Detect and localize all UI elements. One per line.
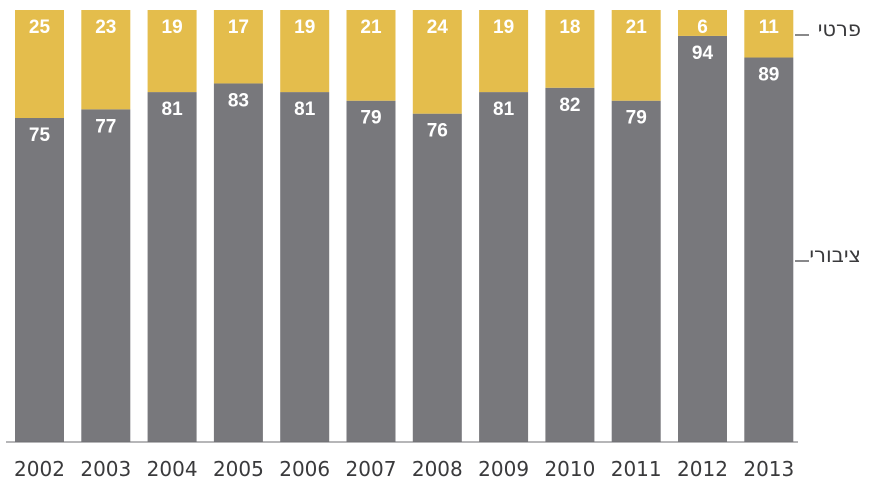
x-tick-label-2002: 2002 xyxy=(14,457,65,479)
bar-private-2010 xyxy=(545,10,595,88)
bar-public-2004 xyxy=(147,92,197,442)
bar-public-2013 xyxy=(744,57,794,443)
bar-public-2002 xyxy=(15,118,64,442)
bar-public-2007 xyxy=(346,100,396,442)
x-tick-label-2009: 2009 xyxy=(478,457,529,479)
bar-public-2003 xyxy=(81,109,131,443)
bar-private-2006 xyxy=(280,10,330,93)
bar-private-2007 xyxy=(346,10,396,101)
legend-label-private: פרטי xyxy=(818,17,861,41)
x-tick-label-2005: 2005 xyxy=(213,457,264,479)
legend-label-public: ציבורי xyxy=(809,243,861,267)
bar-public-2008 xyxy=(412,113,462,443)
data-label-private-2002: 25 xyxy=(29,17,51,38)
bar-public-2005 xyxy=(213,83,263,442)
bar-private-2005 xyxy=(213,10,263,84)
data-label-public-2009: 81 xyxy=(493,99,515,120)
bar-private-2002 xyxy=(15,10,64,118)
data-label-private-2013: 11 xyxy=(759,17,780,38)
bar-private-2012 xyxy=(678,10,727,36)
data-label-private-2008: 24 xyxy=(427,17,449,38)
data-label-public-2012: 94 xyxy=(692,43,714,64)
data-label-private-2003: 23 xyxy=(95,17,116,38)
data-label-private-2006: 19 xyxy=(294,17,315,38)
bar-private-2011 xyxy=(611,10,661,101)
data-label-private-2004: 19 xyxy=(162,17,183,38)
data-label-public-2004: 81 xyxy=(162,99,184,120)
data-label-public-2003: 77 xyxy=(95,116,116,137)
data-label-public-2006: 81 xyxy=(294,99,316,120)
data-label-private-2009: 19 xyxy=(493,17,514,38)
data-label-private-2012: 6 xyxy=(697,17,708,38)
data-label-public-2013: 89 xyxy=(758,65,779,86)
bar-private-2013 xyxy=(744,10,794,58)
x-tick-label-2010: 2010 xyxy=(544,457,595,479)
x-tick-label-2011: 2011 xyxy=(611,457,662,479)
data-label-public-2007: 79 xyxy=(360,108,381,129)
x-tick-label-2004: 2004 xyxy=(147,457,198,479)
bar-public-2009 xyxy=(479,92,529,442)
x-tick-label-2006: 2006 xyxy=(279,457,330,479)
x-tick-labels: 2002 2003 2004 2005 2006 2007 2008 2009 2010 2011… xyxy=(14,457,794,479)
data-label-public-2011: 79 xyxy=(626,108,647,129)
bar-public-2006 xyxy=(280,92,330,442)
x-tick-label-2003: 2003 xyxy=(80,457,131,479)
data-label-private-2010: 18 xyxy=(559,17,580,38)
bars-group: 75 25 77 23 81 19 83 17 81 19 79 21 76 24 81 19 82 18 79 21… xyxy=(15,10,794,443)
data-label-public-2010: 82 xyxy=(559,95,580,116)
x-tick-label-2013: 2013 xyxy=(743,457,794,479)
bar-public-2010 xyxy=(545,87,595,442)
data-label-public-2005: 83 xyxy=(228,90,249,111)
data-label-private-2005: 17 xyxy=(228,17,249,38)
bar-private-2003 xyxy=(81,10,131,110)
bar-private-2004 xyxy=(147,10,197,93)
data-label-private-2011: 21 xyxy=(626,17,648,38)
bar-private-2009 xyxy=(479,10,529,93)
bar-public-2011 xyxy=(611,100,661,442)
data-label-public-2002: 75 xyxy=(29,125,51,146)
legend: פרטי ציבורי xyxy=(795,17,861,267)
bar-private-2008 xyxy=(412,10,462,114)
x-tick-label-2007: 2007 xyxy=(346,457,397,479)
x-tick-label-2008: 2008 xyxy=(412,457,463,479)
bar-public-2012 xyxy=(678,35,727,443)
data-label-private-2007: 21 xyxy=(360,17,382,38)
data-label-public-2008: 76 xyxy=(427,121,448,142)
x-tick-label-2012: 2012 xyxy=(677,457,728,479)
